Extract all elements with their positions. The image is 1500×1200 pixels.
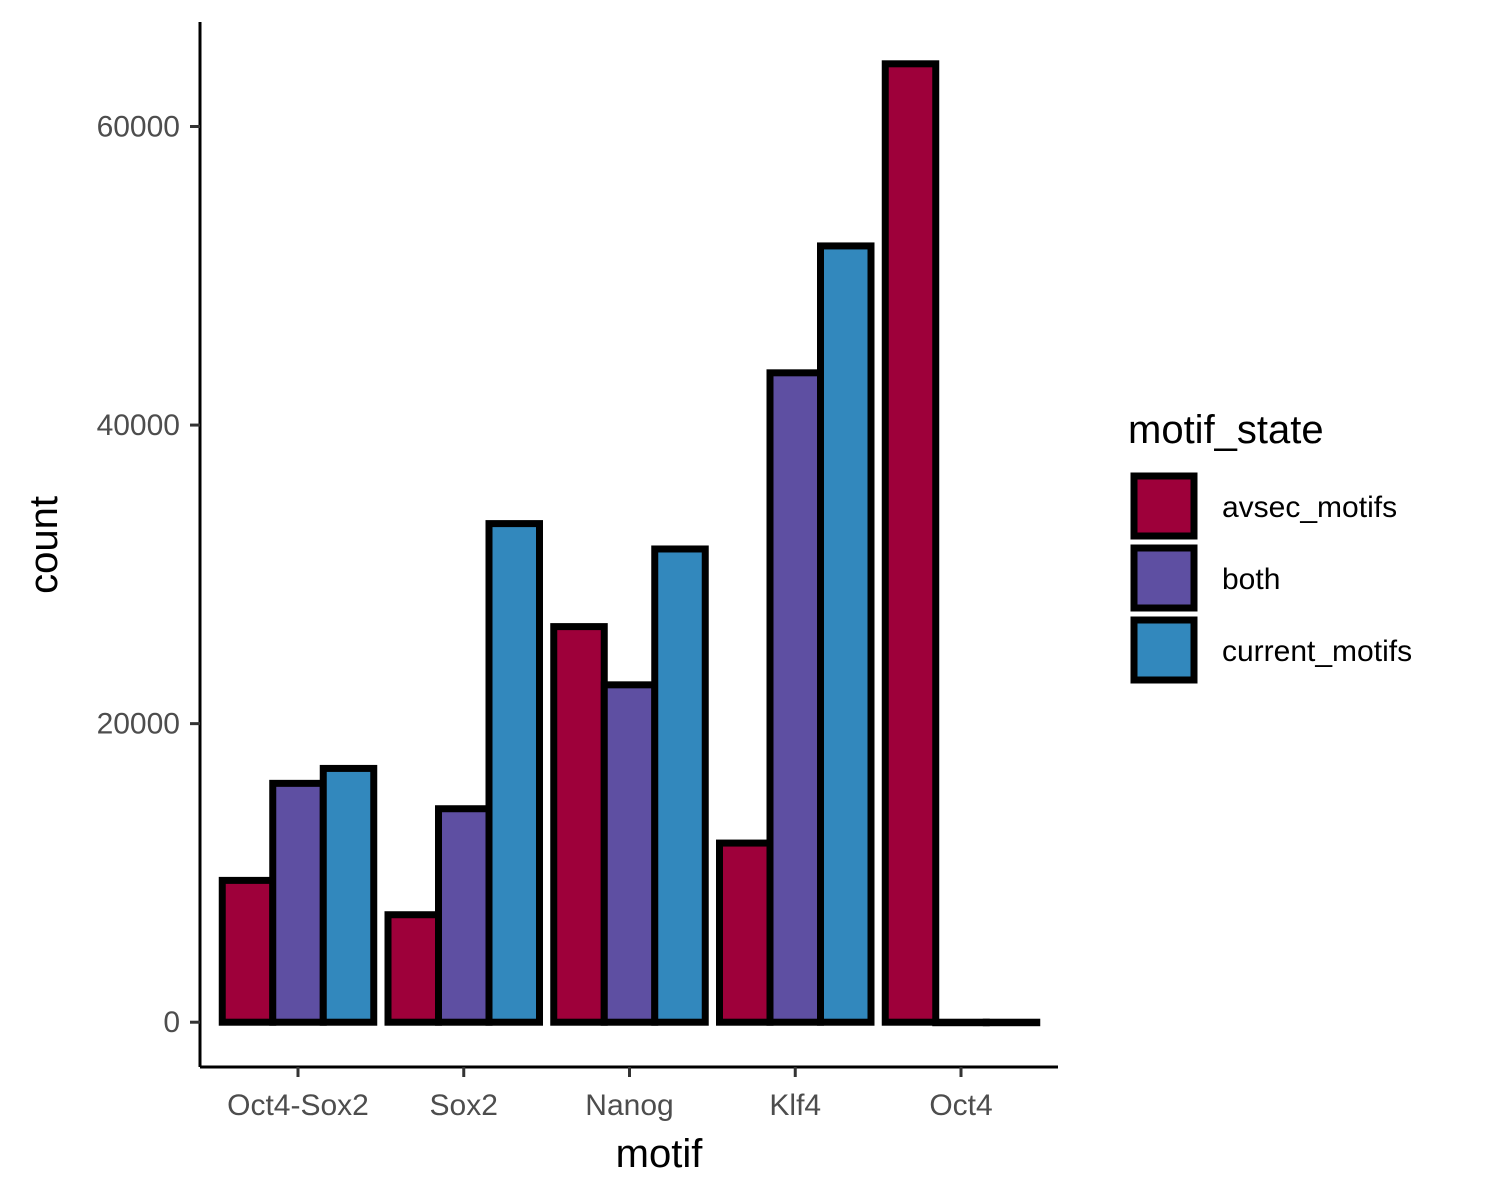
y-ticks: 0 20000 40000 60000	[97, 111, 200, 1039]
x-tick-label: Oct4-Sox2	[227, 1089, 369, 1122]
legend-key-both	[1130, 544, 1198, 612]
legend-label-avsec-motifs: avsec_motifs	[1222, 491, 1397, 524]
legend-key-current-motifs	[1130, 616, 1198, 684]
bar-sox2-avsec-motifs	[384, 911, 442, 1026]
x-axis-title: motif	[616, 1132, 704, 1176]
y-tick-label: 20000	[97, 708, 180, 741]
bar-oct4-both	[932, 1018, 990, 1027]
legend-label-current-motifs: current_motifs	[1222, 635, 1412, 668]
bar-oct4-sox2-both	[269, 779, 327, 1026]
bar-oct4-sox2-current-motifs	[319, 764, 378, 1026]
x-tick-label: Oct4	[929, 1089, 992, 1122]
x-tick-label: Nanog	[585, 1089, 673, 1122]
bar-oct4-sox2-avsec-motifs	[218, 876, 277, 1026]
bar-sox2-both	[435, 805, 493, 1026]
bar-klf4-avsec-motifs	[716, 839, 774, 1026]
y-tick-label: 40000	[97, 409, 180, 442]
y-tick-label: 60000	[97, 111, 180, 144]
legend-label-both: both	[1222, 563, 1280, 596]
bar-oct4-avsec-motifs	[881, 60, 940, 1026]
bar-nanog-avsec-motifs	[550, 623, 608, 1026]
bars-layer	[218, 60, 1041, 1027]
bar-klf4-both	[766, 369, 824, 1026]
bar-oct4-current-motifs	[982, 1018, 1041, 1027]
bar-klf4-current-motifs	[817, 242, 875, 1026]
x-tick-label: Klf4	[769, 1089, 821, 1122]
legend-key-avsec-motifs	[1130, 472, 1198, 540]
y-tick-label: 0	[163, 1006, 180, 1039]
x-tick-label: Sox2	[430, 1089, 498, 1122]
bar-nanog-current-motifs	[651, 545, 709, 1026]
bar-nanog-both	[600, 681, 659, 1026]
legend-title: motif_state	[1128, 408, 1324, 452]
y-axis-title: count	[22, 496, 66, 594]
x-ticks: Oct4-Sox2 Sox2 Nanog Klf4 Oct4	[227, 1067, 993, 1122]
bar-sox2-current-motifs	[485, 520, 543, 1026]
